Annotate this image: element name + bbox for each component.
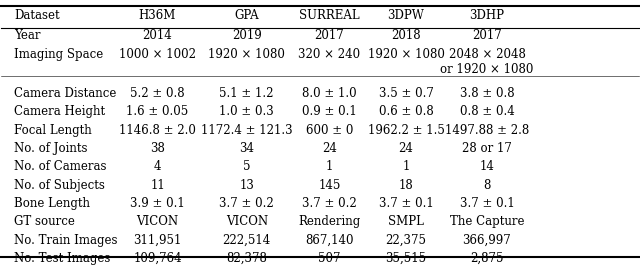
Text: 5.2 ± 0.8: 5.2 ± 0.8	[130, 87, 185, 100]
Text: GPA: GPA	[234, 9, 259, 22]
Text: Focal Length: Focal Length	[14, 124, 92, 136]
Text: Rendering: Rendering	[298, 215, 361, 228]
Text: 600 ± 0: 600 ± 0	[306, 124, 353, 136]
Text: 145: 145	[318, 179, 340, 191]
Text: Camera Distance: Camera Distance	[14, 87, 116, 100]
Text: 3.9 ± 0.1: 3.9 ± 0.1	[130, 197, 185, 210]
Text: GT source: GT source	[14, 215, 75, 228]
Text: 1.0 ± 0.3: 1.0 ± 0.3	[220, 105, 274, 118]
Text: 3.7 ± 0.2: 3.7 ± 0.2	[220, 197, 274, 210]
Text: 34: 34	[239, 142, 254, 155]
Text: 1: 1	[326, 160, 333, 173]
Text: VICON: VICON	[136, 215, 179, 228]
Text: 35,515: 35,515	[385, 252, 427, 265]
Text: No. of Cameras: No. of Cameras	[14, 160, 107, 173]
Text: 38: 38	[150, 142, 165, 155]
Text: 1497.88 ± 2.8: 1497.88 ± 2.8	[445, 124, 529, 136]
Text: H36M: H36M	[139, 9, 176, 22]
Text: 320 × 240: 320 × 240	[298, 48, 360, 61]
Text: 1.6 ± 0.05: 1.6 ± 0.05	[126, 105, 189, 118]
Text: 222,514: 222,514	[223, 234, 271, 246]
Text: 8: 8	[483, 179, 491, 191]
Text: 2017: 2017	[315, 29, 344, 42]
Text: 11: 11	[150, 179, 165, 191]
Text: 1962.2 ± 1.5: 1962.2 ± 1.5	[367, 124, 444, 136]
Text: 0.9 ± 0.1: 0.9 ± 0.1	[302, 105, 357, 118]
Text: The Capture: The Capture	[450, 215, 524, 228]
Text: 1172.4 ± 121.3: 1172.4 ± 121.3	[201, 124, 292, 136]
Text: 18: 18	[399, 179, 413, 191]
Text: Year: Year	[14, 29, 40, 42]
Text: 3DPW: 3DPW	[388, 9, 424, 22]
Text: 109,764: 109,764	[133, 252, 182, 265]
Text: VICON: VICON	[226, 215, 268, 228]
Text: 3.7 ± 0.1: 3.7 ± 0.1	[379, 197, 433, 210]
Text: 5: 5	[243, 160, 250, 173]
Text: 24: 24	[322, 142, 337, 155]
Text: 82,378: 82,378	[227, 252, 267, 265]
Text: 2,875: 2,875	[470, 252, 504, 265]
Text: No. of Joints: No. of Joints	[14, 142, 88, 155]
Text: 1: 1	[403, 160, 410, 173]
Text: Dataset: Dataset	[14, 9, 60, 22]
Text: 8.0 ± 1.0: 8.0 ± 1.0	[302, 87, 357, 100]
Text: 1920 × 1080: 1920 × 1080	[208, 48, 285, 61]
Text: 0.6 ± 0.8: 0.6 ± 0.8	[379, 105, 433, 118]
Text: 507: 507	[318, 252, 341, 265]
Text: No. Train Images: No. Train Images	[14, 234, 118, 246]
Text: 3DHP: 3DHP	[470, 9, 504, 22]
Text: No. Test Images: No. Test Images	[14, 252, 111, 265]
Text: 311,951: 311,951	[133, 234, 182, 246]
Text: 4: 4	[154, 160, 161, 173]
Text: SURREAL: SURREAL	[300, 9, 360, 22]
Text: SMPL: SMPL	[388, 215, 424, 228]
Text: 2048 × 2048: 2048 × 2048	[449, 48, 525, 61]
Text: Bone Length: Bone Length	[14, 197, 90, 210]
Text: 13: 13	[239, 179, 254, 191]
Text: 366,997: 366,997	[463, 234, 511, 246]
Text: 0.8 ± 0.4: 0.8 ± 0.4	[460, 105, 515, 118]
Text: 3.7 ± 0.1: 3.7 ± 0.1	[460, 197, 515, 210]
Text: 3.5 ± 0.7: 3.5 ± 0.7	[379, 87, 433, 100]
Text: 1000 × 1002: 1000 × 1002	[119, 48, 196, 61]
Text: 2019: 2019	[232, 29, 262, 42]
Text: Imaging Space: Imaging Space	[14, 48, 104, 61]
Text: 1920 × 1080: 1920 × 1080	[367, 48, 444, 61]
Text: 3.7 ± 0.2: 3.7 ± 0.2	[302, 197, 357, 210]
Text: 3.8 ± 0.8: 3.8 ± 0.8	[460, 87, 515, 100]
Text: 2014: 2014	[143, 29, 172, 42]
Text: Camera Height: Camera Height	[14, 105, 105, 118]
Text: 22,375: 22,375	[385, 234, 426, 246]
Text: 1146.8 ± 2.0: 1146.8 ± 2.0	[119, 124, 196, 136]
Text: or 1920 × 1080: or 1920 × 1080	[440, 63, 534, 76]
Text: 28 or 17: 28 or 17	[462, 142, 512, 155]
Text: 867,140: 867,140	[305, 234, 354, 246]
Text: 14: 14	[479, 160, 494, 173]
Text: 24: 24	[399, 142, 413, 155]
Text: 2017: 2017	[472, 29, 502, 42]
Text: No. of Subjects: No. of Subjects	[14, 179, 105, 191]
Text: 5.1 ± 1.2: 5.1 ± 1.2	[220, 87, 274, 100]
Text: 2018: 2018	[391, 29, 421, 42]
